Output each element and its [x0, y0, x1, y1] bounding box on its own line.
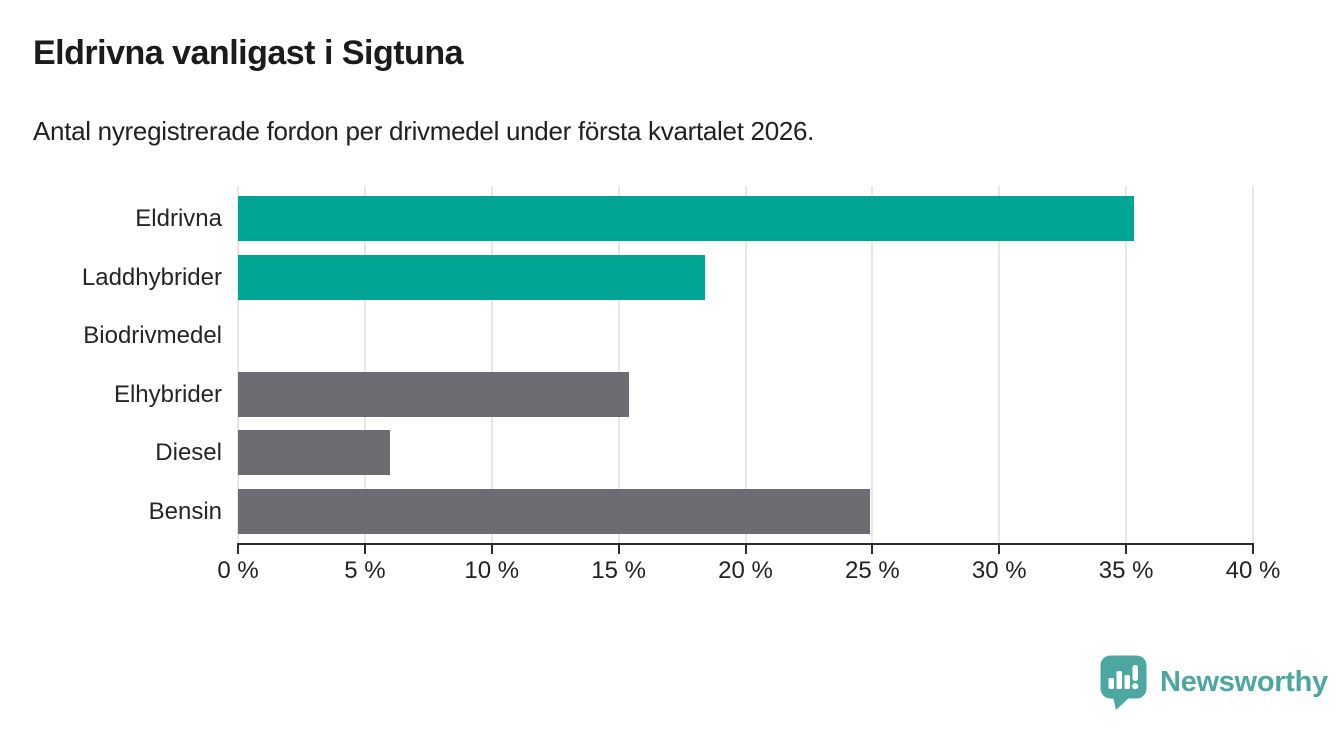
x-axis-tick-label: 10 % — [464, 557, 520, 584]
bar-diesel — [238, 430, 391, 476]
gridline — [1252, 186, 1254, 543]
gridline — [871, 186, 874, 543]
x-axis-tick — [363, 543, 366, 554]
x-axis-tick — [998, 543, 1001, 554]
x-axis-tick — [617, 543, 620, 554]
newsworthy-wordmark: Newsworthy — [1160, 666, 1328, 698]
chart-subtitle: Antal nyregistrerade fordon per drivmede… — [33, 116, 815, 146]
chart-title: Eldrivna vanligast i Sigtuna — [33, 34, 464, 72]
category-label: Biodrivmedel — [83, 322, 222, 350]
gridline — [363, 186, 366, 543]
x-axis-tick-label: 15 % — [591, 557, 646, 584]
gridline — [1125, 186, 1128, 543]
x-axis-tick — [871, 543, 874, 554]
x-axis-tick — [744, 543, 747, 554]
x-axis-tick — [1252, 543, 1254, 554]
x-axis-tick-label: 20 % — [718, 557, 773, 584]
category-label: Elhybrider — [113, 380, 222, 408]
x-axis-tick — [237, 543, 239, 554]
bar-eldrivna — [238, 196, 1134, 241]
x-axis-tick — [1125, 543, 1128, 554]
x-axis-tick-label: 30 % — [971, 557, 1027, 584]
x-axis-tick-label: 5 % — [344, 557, 386, 584]
x-axis-tick — [490, 543, 493, 554]
bar-elhybrider — [238, 371, 629, 417]
newsworthy-logo: Newsworthy — [1100, 655, 1328, 710]
gridline — [617, 186, 620, 543]
category-label: Diesel — [155, 439, 222, 467]
gridline — [237, 186, 239, 543]
plot-area — [237, 186, 1254, 545]
gridline — [490, 186, 493, 543]
newsworthy-icon — [1100, 655, 1147, 710]
bar-bensin — [238, 489, 870, 534]
x-axis-tick-label: 40 % — [1225, 557, 1281, 584]
x-axis-tick-label: 35 % — [1098, 557, 1154, 584]
category-label: Laddhybrider — [81, 263, 222, 291]
category-label: Bensin — [148, 498, 222, 525]
x-axis-tick-label: 25 % — [845, 557, 900, 584]
category-label: Eldrivna — [135, 205, 222, 232]
bar-laddhybrider — [238, 254, 705, 300]
x-axis-tick-label: 0 % — [217, 557, 259, 584]
gridline — [998, 186, 1001, 543]
gridline — [744, 186, 747, 543]
